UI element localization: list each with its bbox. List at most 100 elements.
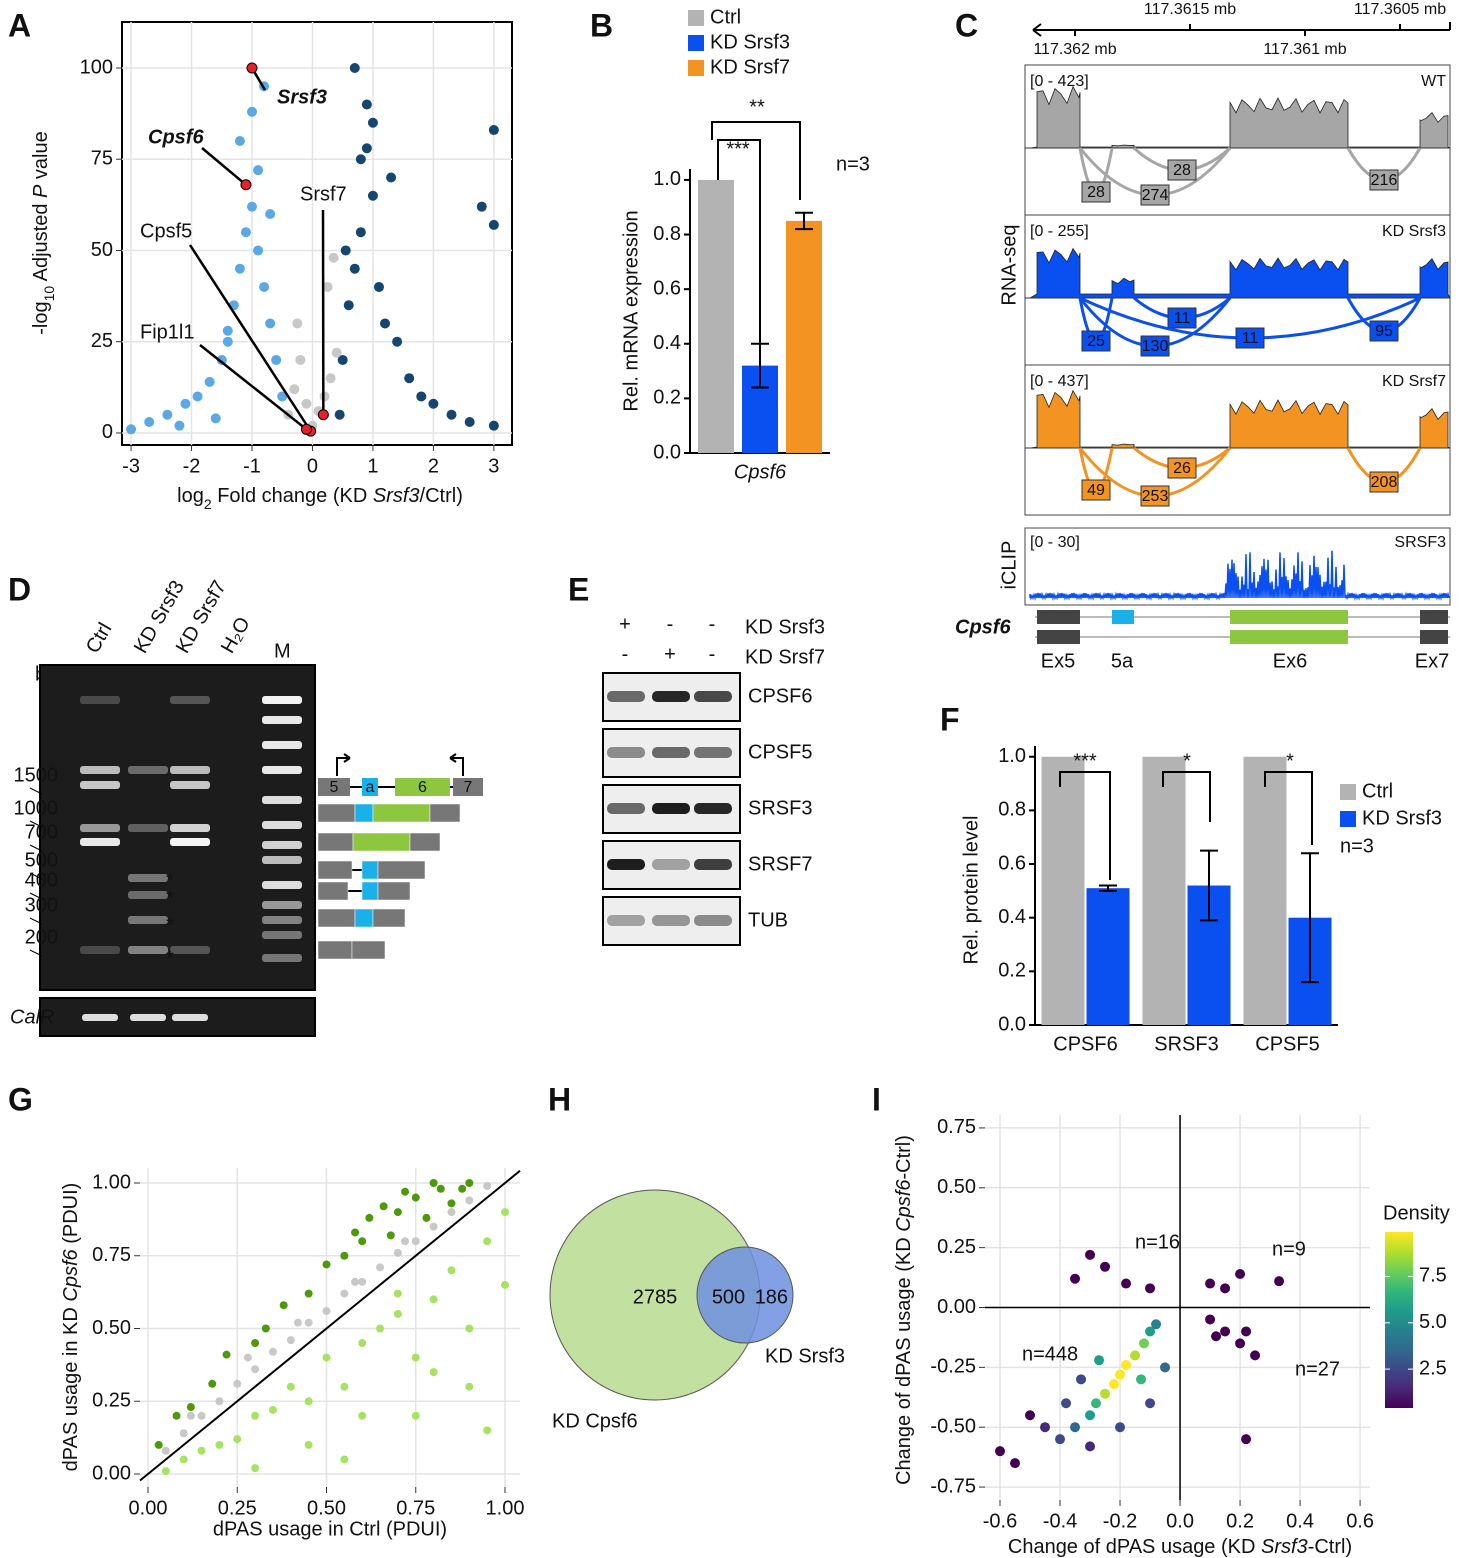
exon: [429, 803, 461, 823]
point: [404, 373, 415, 384]
point: [1241, 1434, 1252, 1445]
point: [343, 300, 354, 311]
point: [268, 1347, 277, 1356]
exon: [372, 803, 431, 823]
note: n=3: [1340, 835, 1374, 857]
condition-label: KD Srsf7: [745, 646, 825, 668]
coordinate: 117.3615 mb: [1144, 1, 1236, 18]
significance: *: [1286, 750, 1294, 772]
exon-label: Ex7: [1415, 650, 1449, 672]
point: [1205, 1278, 1216, 1289]
size-tick: [29, 820, 43, 828]
point: [380, 318, 391, 329]
x-tick-label: 1.00: [486, 1497, 525, 1519]
exon: [377, 881, 411, 901]
exon: [409, 832, 441, 852]
point: [234, 263, 245, 274]
point: [1085, 1249, 1096, 1260]
junction-count: 216: [1371, 172, 1398, 189]
point: [174, 420, 185, 431]
point: [465, 1196, 474, 1205]
significance-bracket: [1059, 771, 1111, 880]
size-tick: [29, 917, 43, 925]
junction-count: 11: [1174, 310, 1191, 327]
y-tick-label: 1.0: [653, 168, 681, 190]
track-name: SRSF3: [1394, 534, 1446, 551]
venn-label: KD Srsf3: [765, 1345, 845, 1367]
y-tick-label: 0.2: [998, 960, 1026, 982]
x-tick-label: 0.2: [1226, 1510, 1254, 1532]
band: [607, 747, 645, 758]
y-axis-title-part: Cpsf6: [893, 1179, 915, 1232]
point: [501, 1208, 510, 1217]
diagonal: [139, 1169, 521, 1482]
annotation: n=448: [1022, 1343, 1078, 1365]
point: [322, 1260, 331, 1269]
point: [126, 424, 137, 435]
y-axis-title-part: Adjusted: [30, 198, 52, 286]
size-tick: [29, 787, 43, 795]
y-axis-title: -log10 Adjusted P value: [30, 131, 56, 335]
highlight-point: [317, 409, 329, 421]
junction-count: 25: [1087, 333, 1105, 350]
protein-label: SRSF7: [748, 853, 812, 875]
point: [331, 347, 342, 358]
point: [161, 1446, 170, 1455]
point: [251, 1464, 260, 1473]
exon: [1037, 630, 1080, 644]
point: [411, 1353, 420, 1362]
y-tick-label: 0.4: [998, 906, 1026, 928]
point: [1091, 1398, 1102, 1409]
band: [262, 796, 302, 804]
point: [253, 245, 264, 256]
panel-letter: I: [872, 1081, 881, 1117]
point: [379, 1202, 388, 1211]
point: [1145, 1398, 1156, 1409]
point: [222, 1350, 231, 1359]
junction-box: [1081, 181, 1111, 203]
condition-label: KD Srsf3: [745, 616, 825, 638]
point: [253, 165, 264, 176]
band: [694, 859, 732, 870]
point: [1094, 1355, 1105, 1366]
point: [261, 1324, 270, 1333]
condition-sign: -: [667, 613, 674, 635]
point: [304, 1318, 313, 1327]
point: [1115, 1369, 1126, 1380]
size-label: 300: [25, 894, 58, 916]
y-tick-label: 0.50: [937, 1176, 976, 1198]
y-tick-label: 1.0: [998, 745, 1026, 767]
point: [233, 1379, 242, 1388]
exon: [361, 860, 379, 880]
point: [1136, 1374, 1147, 1385]
lane-label: M: [274, 640, 291, 662]
significance-bracket: [717, 139, 761, 360]
point: [483, 1426, 492, 1435]
junction-count: 11: [1242, 330, 1259, 347]
point: [204, 376, 215, 387]
primer: [336, 753, 464, 776]
bar: [698, 179, 734, 453]
point: [393, 1289, 402, 1298]
band: [652, 915, 690, 926]
point: [144, 417, 155, 428]
point: [386, 172, 397, 183]
band: [607, 915, 645, 926]
size-label: 400: [25, 869, 58, 891]
y-axis-title-part: P: [30, 184, 52, 198]
point: [422, 1213, 431, 1222]
band: [262, 856, 302, 864]
point: [1115, 1422, 1126, 1433]
point: [1055, 1434, 1066, 1445]
point: [251, 1339, 260, 1348]
x-axis-title-part: Srsf3: [373, 485, 420, 507]
junction-box: [1167, 159, 1197, 181]
point: [1235, 1268, 1246, 1279]
point: [1085, 1410, 1096, 1421]
band: [652, 859, 690, 870]
legend-swatch: [688, 60, 704, 76]
point: [292, 318, 303, 329]
point: [1145, 1326, 1156, 1337]
panel-letter: G: [8, 1081, 33, 1117]
panel-letter: C: [955, 7, 978, 43]
